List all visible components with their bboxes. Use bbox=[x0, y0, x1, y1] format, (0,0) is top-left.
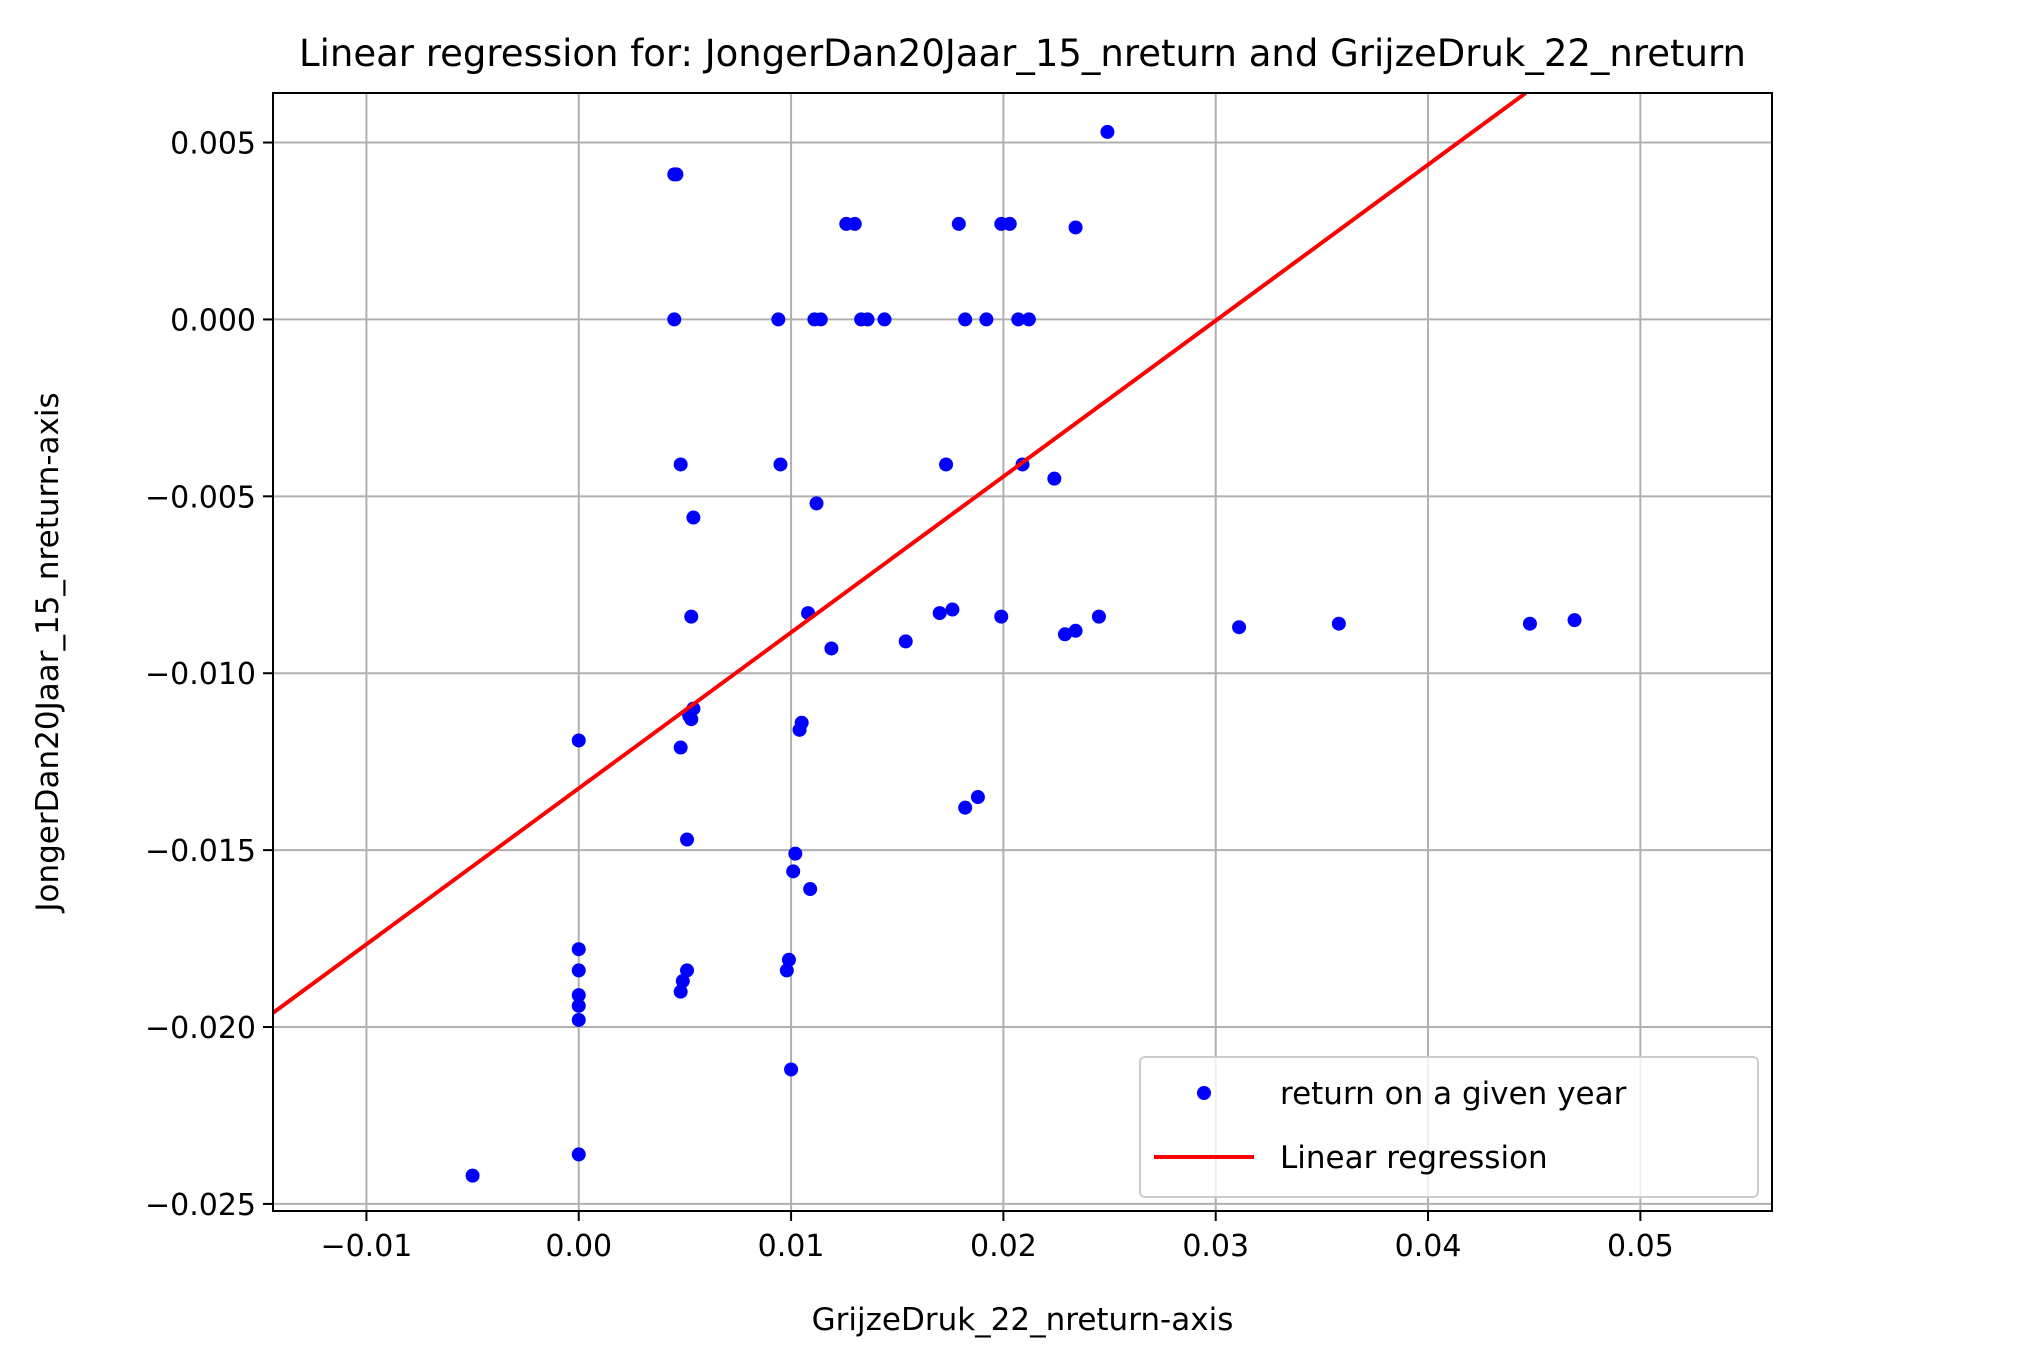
x-tick-label: 0.04 bbox=[1395, 1229, 1462, 1264]
y-tick-label: 0.005 bbox=[170, 127, 256, 162]
data-point bbox=[675, 974, 690, 989]
data-point bbox=[667, 312, 682, 327]
data-point bbox=[877, 312, 892, 327]
data-point bbox=[824, 641, 839, 656]
data-point bbox=[669, 167, 684, 182]
data-point bbox=[673, 457, 688, 472]
data-point bbox=[792, 722, 807, 737]
legend-box bbox=[1139, 1056, 1759, 1198]
data-point bbox=[673, 984, 688, 999]
axis-ticks: −0.01 0.00 0.01 0.02 0.03 0.04 0.05 0.005 0.000 −… bbox=[145, 127, 1674, 1264]
data-point bbox=[813, 312, 828, 327]
data-point bbox=[860, 312, 875, 327]
x-tick-label: 0.00 bbox=[545, 1229, 612, 1264]
regression-line bbox=[273, 93, 1527, 1015]
y-tick-label: 0.000 bbox=[170, 303, 256, 338]
data-point bbox=[958, 800, 973, 815]
data-point bbox=[1021, 312, 1036, 327]
data-point bbox=[680, 963, 695, 978]
data-point bbox=[788, 846, 803, 861]
data-point bbox=[1011, 312, 1026, 327]
data-point bbox=[803, 882, 818, 897]
data-point bbox=[1047, 471, 1062, 486]
x-axis-label: GrijzeDruk_22_nreturn-axis bbox=[812, 1302, 1234, 1338]
data-point bbox=[1331, 616, 1346, 631]
legend: return on a given year Linear regression bbox=[1139, 1056, 1759, 1198]
data-point bbox=[847, 216, 862, 231]
y-tick-label: −0.020 bbox=[145, 1011, 256, 1046]
plot-frame bbox=[272, 92, 1773, 1212]
data-point bbox=[951, 216, 966, 231]
data-point bbox=[784, 1062, 799, 1077]
y-tick-label: −0.010 bbox=[145, 657, 256, 692]
data-point bbox=[786, 864, 801, 879]
data-point bbox=[779, 963, 794, 978]
data-point bbox=[939, 457, 954, 472]
plot-area bbox=[273, 93, 1582, 1183]
data-point bbox=[1232, 620, 1247, 635]
data-point bbox=[571, 963, 586, 978]
x-tick-label: 0.05 bbox=[1607, 1229, 1674, 1264]
data-point bbox=[898, 634, 913, 649]
x-tick-label: −0.01 bbox=[320, 1229, 412, 1264]
data-point bbox=[1068, 220, 1083, 235]
data-point bbox=[932, 606, 947, 621]
data-point bbox=[686, 510, 701, 525]
data-point bbox=[571, 1147, 586, 1162]
y-tick-label: −0.025 bbox=[145, 1188, 256, 1223]
data-point bbox=[771, 312, 786, 327]
x-tick-label: 0.03 bbox=[1182, 1229, 1249, 1264]
data-point bbox=[680, 832, 695, 847]
chart-title: Linear regression for: JongerDan20Jaar_1… bbox=[299, 32, 1746, 75]
data-point bbox=[979, 312, 994, 327]
data-point bbox=[1002, 216, 1017, 231]
legend-label-regression: Linear regression bbox=[1280, 1140, 1548, 1176]
data-point bbox=[465, 1168, 480, 1183]
data-point bbox=[1068, 623, 1083, 638]
data-point bbox=[994, 609, 1009, 624]
legend-label-scatter: return on a given year bbox=[1280, 1076, 1627, 1112]
data-point bbox=[673, 740, 688, 755]
y-axis-label: JongerDan20Jaar_15_nreturn-axis bbox=[30, 392, 66, 913]
data-point bbox=[571, 942, 586, 957]
data-point bbox=[1522, 616, 1537, 631]
data-point bbox=[571, 998, 586, 1013]
data-point bbox=[773, 457, 788, 472]
data-point bbox=[970, 790, 985, 805]
data-point bbox=[809, 496, 824, 511]
data-point bbox=[1057, 627, 1072, 642]
data-point bbox=[958, 312, 973, 327]
x-tick-label: 0.01 bbox=[758, 1229, 825, 1264]
legend-scatter-marker bbox=[1197, 1086, 1211, 1100]
y-tick-label: −0.005 bbox=[145, 480, 256, 515]
data-point bbox=[571, 988, 586, 1003]
data-point bbox=[1091, 609, 1106, 624]
data-point bbox=[945, 602, 960, 617]
grid-lines bbox=[273, 93, 1772, 1211]
data-point bbox=[571, 733, 586, 748]
x-tick-label: 0.02 bbox=[970, 1229, 1037, 1264]
data-point bbox=[1567, 613, 1582, 628]
data-point bbox=[684, 609, 699, 624]
y-tick-label: −0.015 bbox=[145, 834, 256, 869]
data-point bbox=[571, 1012, 586, 1027]
data-point bbox=[781, 952, 796, 967]
data-point bbox=[1100, 124, 1115, 139]
